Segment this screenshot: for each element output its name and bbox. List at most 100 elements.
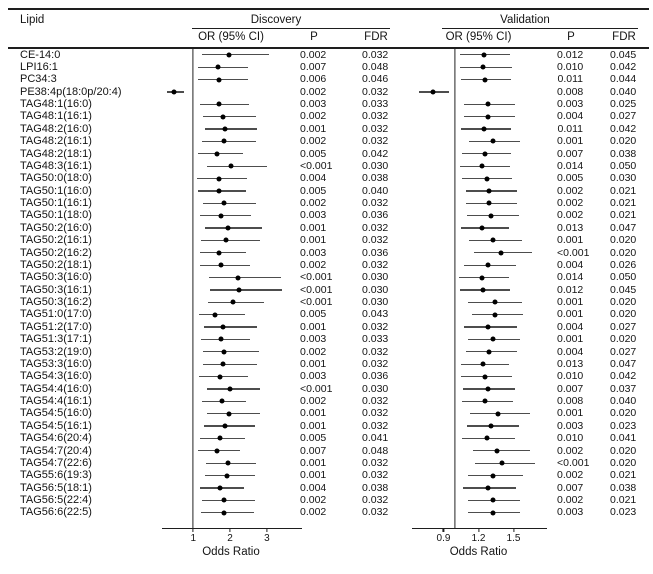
lipid-column-header: Lipid bbox=[20, 14, 45, 27]
or-point bbox=[222, 126, 228, 132]
reference-line bbox=[454, 370, 456, 383]
validation-p-value: 0.014 bbox=[557, 159, 584, 172]
or-point bbox=[482, 151, 488, 157]
validation-p-value: 0.010 bbox=[557, 370, 584, 383]
or-point bbox=[482, 374, 488, 380]
discovery-fdr-value: 0.032 bbox=[362, 110, 389, 123]
discovery-forest-cell bbox=[162, 395, 300, 408]
validation-group-header: Validation bbox=[412, 10, 638, 30]
discovery-p-value: 0.002 bbox=[300, 110, 327, 123]
validation-p-value: 0.004 bbox=[557, 110, 584, 123]
or-point bbox=[479, 275, 485, 281]
discovery-fdr-value: 0.030 bbox=[362, 296, 389, 309]
discovery-p-value: 0.001 bbox=[300, 221, 327, 234]
validation-forest-cell bbox=[412, 283, 545, 297]
discovery-p-value: 0.002 bbox=[300, 506, 327, 519]
discovery-p-value: 0.001 bbox=[300, 234, 327, 247]
reference-line bbox=[454, 419, 456, 433]
or-point bbox=[214, 151, 220, 157]
lipid-row: PC34:3 0.006 0.046 0.011 0.044 bbox=[8, 73, 653, 86]
discovery-p-value: 0.001 bbox=[300, 407, 327, 420]
reference-line bbox=[192, 85, 194, 99]
validation-fdr-header: FDR bbox=[612, 31, 636, 44]
ci-line bbox=[198, 153, 244, 155]
discovery-forest-cell bbox=[162, 432, 300, 445]
validation-fdr-value: 0.027 bbox=[610, 345, 637, 358]
or-point bbox=[171, 89, 177, 95]
lipid-label: TAG50:0(18:0) bbox=[20, 172, 92, 185]
or-point bbox=[222, 423, 228, 429]
validation-p-value: 0.001 bbox=[557, 296, 584, 309]
ci-line bbox=[202, 499, 256, 501]
lipid-label: TAG56:5(18:1) bbox=[20, 481, 92, 494]
discovery-fdr-value: 0.038 bbox=[362, 481, 389, 494]
discovery-fdr-value: 0.033 bbox=[362, 98, 389, 111]
or-point bbox=[220, 324, 226, 330]
validation-p-value: 0.001 bbox=[557, 308, 584, 321]
or-point bbox=[221, 510, 227, 516]
reference-line bbox=[192, 296, 194, 309]
or-point bbox=[221, 138, 227, 144]
or-point bbox=[490, 497, 495, 503]
validation-p-value: 0.002 bbox=[557, 209, 584, 222]
axis-tick-label: 2 bbox=[227, 533, 233, 545]
validation-p-value: 0.002 bbox=[557, 494, 584, 507]
or-point bbox=[230, 299, 236, 305]
axis-tick-label: 1.2 bbox=[471, 533, 486, 545]
or-point bbox=[430, 89, 436, 95]
or-point bbox=[494, 448, 500, 454]
or-point bbox=[214, 448, 220, 454]
ci-line bbox=[206, 413, 260, 415]
lipid-row: TAG54:7(22:6) 0.001 0.032 <0.001 0.020 bbox=[8, 456, 653, 470]
lipid-row: TAG54:7(20:4) 0.007 0.048 0.002 0.020 bbox=[8, 444, 653, 457]
lipid-row: TAG55:6(19:3) 0.001 0.032 0.002 0.021 bbox=[8, 469, 653, 482]
validation-p-value: 0.001 bbox=[557, 135, 584, 148]
ci-line bbox=[460, 227, 509, 229]
lipid-label: TAG51:3(17:1) bbox=[20, 333, 92, 346]
validation-forest-cell bbox=[412, 184, 545, 198]
validation-fdr-value: 0.020 bbox=[610, 407, 637, 420]
axis-title: Odds Ratio bbox=[449, 545, 508, 558]
discovery-fdr-value: 0.032 bbox=[362, 234, 389, 247]
ci-line bbox=[203, 202, 257, 204]
lipid-row: LPI16:1 0.007 0.048 0.010 0.042 bbox=[8, 60, 653, 74]
validation-p-value: 0.011 bbox=[557, 73, 584, 86]
discovery-fdr-value: 0.030 bbox=[362, 271, 389, 284]
validation-forest-cell bbox=[412, 308, 545, 321]
or-point bbox=[485, 485, 491, 491]
discovery-p-value: 0.002 bbox=[300, 197, 327, 210]
discovery-forest-cell bbox=[162, 48, 300, 61]
discovery-forest-cell bbox=[162, 469, 300, 482]
validation-p-value: 0.001 bbox=[557, 407, 584, 420]
reference-line bbox=[192, 432, 194, 445]
validation-fdr-value: 0.021 bbox=[610, 494, 637, 507]
ci-line bbox=[198, 314, 245, 316]
or-point bbox=[488, 213, 494, 219]
ci-line bbox=[206, 462, 257, 464]
discovery-p-value: 0.002 bbox=[300, 48, 327, 61]
or-point bbox=[485, 262, 491, 268]
or-point bbox=[485, 324, 491, 330]
axis-row: 1 2 3 Odds Ratio 0.9 1.2 1.5 Odds Ratio bbox=[8, 518, 653, 565]
reference-line bbox=[192, 320, 194, 334]
validation-forest-cell bbox=[412, 296, 545, 309]
ci-line bbox=[205, 128, 257, 130]
validation-fdr-value: 0.025 bbox=[610, 98, 637, 111]
discovery-p-value: 0.007 bbox=[300, 444, 327, 457]
discovery-fdr-header: FDR bbox=[364, 31, 388, 44]
ci-line bbox=[201, 239, 260, 242]
validation-forest-cell bbox=[412, 197, 545, 210]
lipid-label: TAG54:4(16:0) bbox=[20, 382, 92, 395]
discovery-forest-cell bbox=[162, 333, 300, 346]
reference-line bbox=[192, 357, 194, 371]
ci-line bbox=[203, 425, 255, 427]
discovery-fdr-value: 0.032 bbox=[362, 197, 389, 210]
reference-line bbox=[454, 382, 456, 396]
or-point bbox=[223, 237, 229, 243]
validation-fdr-value: 0.020 bbox=[610, 456, 637, 469]
lipid-row: TAG54:5(16:0) 0.001 0.032 0.001 0.020 bbox=[8, 407, 653, 420]
validation-fdr-value: 0.020 bbox=[610, 135, 637, 148]
or-point bbox=[492, 312, 498, 318]
lipid-row: PE38:4p(18:0p/20:4) 0.002 0.032 0.008 0.040 bbox=[8, 85, 653, 99]
